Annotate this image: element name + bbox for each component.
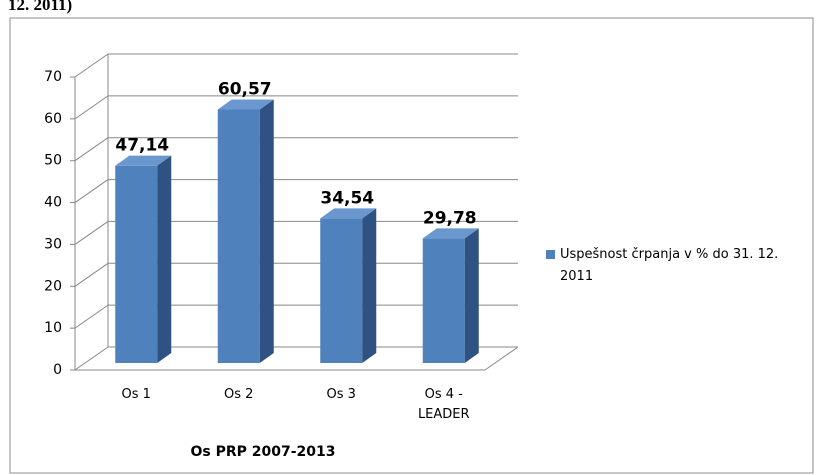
y-tick-label: 0 (53, 362, 62, 378)
x-tick-label: Os 1 (121, 387, 151, 402)
bar (217, 109, 260, 363)
data-label: 60,57 (218, 79, 272, 99)
bar (115, 165, 158, 363)
x-axis-title: Os PRP 2007-2013 (190, 444, 335, 460)
bar-side (259, 99, 274, 363)
data-label: 47,14 (115, 136, 169, 156)
grid-line (74, 179, 109, 203)
y-tick-label: 10 (44, 320, 62, 336)
y-tick-label: 20 (44, 278, 62, 294)
y-tick-label: 30 (44, 236, 62, 252)
caption: 12. 2011) (8, 0, 72, 14)
x-tick-label: Os 4 - LEADER (417, 387, 470, 422)
data-label: 34,54 (320, 188, 374, 208)
bar-top (320, 208, 377, 219)
bar (320, 218, 363, 363)
grid-line (74, 221, 109, 245)
axis-line (484, 346, 519, 371)
grid-line (74, 346, 109, 371)
grid-line (74, 53, 109, 78)
grid-line (74, 95, 109, 120)
grid-line (74, 262, 109, 287)
x-tick-label: Os 3 (326, 387, 356, 402)
bar-side (362, 208, 377, 363)
legend-label: Uspešnost črpanja v % do 31. 12. 2011 (560, 247, 779, 284)
grid-line (74, 304, 109, 329)
bar-top (422, 228, 479, 239)
data-label: 29,78 (423, 208, 477, 228)
grid-line (74, 137, 109, 162)
bar-side (464, 228, 479, 363)
bar-top (217, 99, 274, 110)
bar-top (115, 155, 172, 166)
y-tick-label: 70 (44, 69, 62, 85)
y-tick-label: 50 (44, 153, 62, 169)
x-tick-label: Os 2 (224, 387, 254, 402)
y-tick-label: 40 (44, 195, 62, 211)
bar (422, 238, 465, 363)
legend-swatch (546, 250, 555, 259)
y-tick-label: 60 (44, 111, 62, 127)
bar-side (157, 155, 172, 363)
